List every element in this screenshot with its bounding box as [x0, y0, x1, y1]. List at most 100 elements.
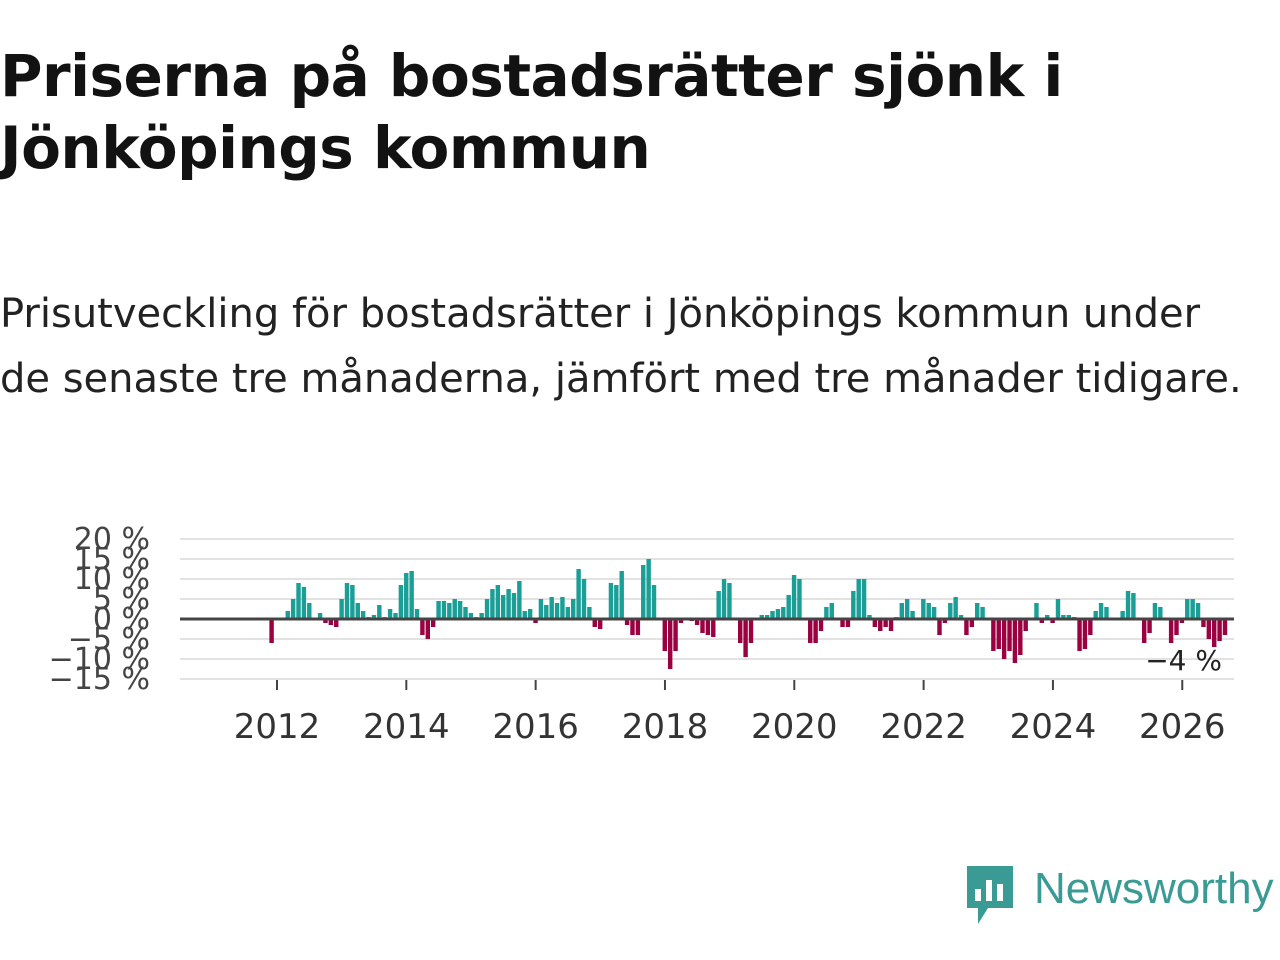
bar	[888, 619, 894, 631]
bar	[937, 619, 942, 635]
y-tick-label: 0 %	[93, 602, 150, 637]
bar	[759, 615, 764, 619]
bar	[1141, 619, 1147, 643]
bar	[576, 569, 581, 619]
x-tick-label: 2012	[234, 707, 321, 747]
bar	[484, 599, 490, 619]
bar	[1077, 619, 1082, 651]
bar	[1217, 619, 1222, 641]
bar	[1125, 591, 1131, 619]
newsworthy-logo-text: Newsworthy	[1034, 864, 1274, 913]
bar	[344, 583, 350, 619]
bar	[1039, 619, 1045, 623]
bar	[457, 601, 463, 619]
bar	[673, 619, 678, 651]
bar	[404, 573, 409, 619]
bar	[700, 619, 705, 633]
bar	[1098, 603, 1104, 619]
bar	[1012, 619, 1018, 663]
bar	[565, 607, 571, 619]
bar	[883, 619, 888, 627]
bar	[614, 585, 619, 619]
bar	[910, 611, 915, 619]
bar	[517, 581, 522, 619]
x-axis: 2012 2014 2016 2018 2020 2022 2024 2026	[234, 680, 1226, 747]
bar	[878, 619, 883, 631]
bar	[1168, 619, 1174, 643]
x-tick-label: 2014	[363, 707, 450, 747]
x-tick-label: 2020	[751, 707, 838, 747]
bar	[899, 603, 905, 619]
bar	[430, 619, 436, 627]
chart-annotation: −4 %	[1145, 644, 1222, 677]
y-tick-label: −5 %	[68, 622, 150, 657]
bar	[942, 619, 948, 623]
bar	[355, 603, 360, 619]
bar	[646, 559, 651, 619]
bar	[387, 609, 393, 619]
bar	[436, 601, 441, 619]
bar	[619, 571, 624, 619]
bar	[991, 619, 996, 651]
page-subtitle: Prisutveckling för bostadsrätter i Jönkö…	[0, 291, 1242, 402]
bar	[506, 589, 511, 619]
x-tick-label: 2018	[622, 707, 709, 747]
bar	[1201, 619, 1206, 627]
bar	[1066, 615, 1071, 619]
y-tick-label: −10 %	[49, 642, 150, 677]
chart-gridlines	[180, 538, 1234, 680]
bar	[414, 609, 420, 619]
bar	[678, 619, 684, 623]
bar	[527, 609, 533, 619]
y-tick-label: 15 %	[74, 542, 150, 577]
bar	[727, 583, 732, 619]
bar	[1158, 607, 1163, 619]
bar	[1001, 619, 1007, 659]
bar	[538, 599, 544, 619]
bar	[667, 619, 673, 669]
y-tick-label: −15 %	[49, 662, 150, 697]
bar	[931, 607, 937, 619]
bar	[775, 609, 781, 619]
bar	[797, 579, 802, 619]
bar	[791, 575, 797, 619]
bar	[711, 619, 716, 637]
bar-chart: −15 %−10 %−5 %0 %5 %10 %15 %20 % 2012 201…	[49, 522, 1234, 747]
bar	[350, 585, 355, 619]
bar	[296, 583, 301, 619]
bar	[1055, 599, 1061, 619]
bar	[975, 603, 980, 619]
bar	[290, 599, 296, 619]
bar	[587, 607, 592, 619]
last-value-label: −4 %	[1145, 644, 1222, 677]
bar	[662, 619, 668, 651]
bar	[635, 619, 641, 635]
bar	[1088, 619, 1093, 635]
bar	[479, 613, 484, 619]
bar	[1007, 619, 1012, 651]
bar	[1212, 619, 1217, 647]
bar	[1045, 615, 1050, 619]
newsworthy-logo[interactable]: Newsworthy	[964, 864, 1280, 928]
bar	[393, 613, 398, 619]
bar	[323, 619, 328, 623]
bar	[360, 611, 366, 619]
bar	[748, 619, 754, 643]
bar	[808, 619, 813, 643]
bar	[904, 599, 910, 619]
bar	[1152, 603, 1158, 619]
bar	[1222, 619, 1228, 635]
bar	[721, 579, 727, 619]
bar	[1082, 619, 1088, 649]
bar	[829, 603, 834, 619]
bar	[738, 619, 743, 643]
bar	[624, 619, 630, 625]
bar	[630, 619, 635, 635]
bar	[500, 595, 506, 619]
bar	[317, 613, 323, 619]
bar	[921, 599, 926, 619]
bar	[1147, 619, 1152, 633]
bar	[1023, 619, 1028, 631]
bar	[716, 591, 721, 619]
bar	[1093, 611, 1098, 619]
